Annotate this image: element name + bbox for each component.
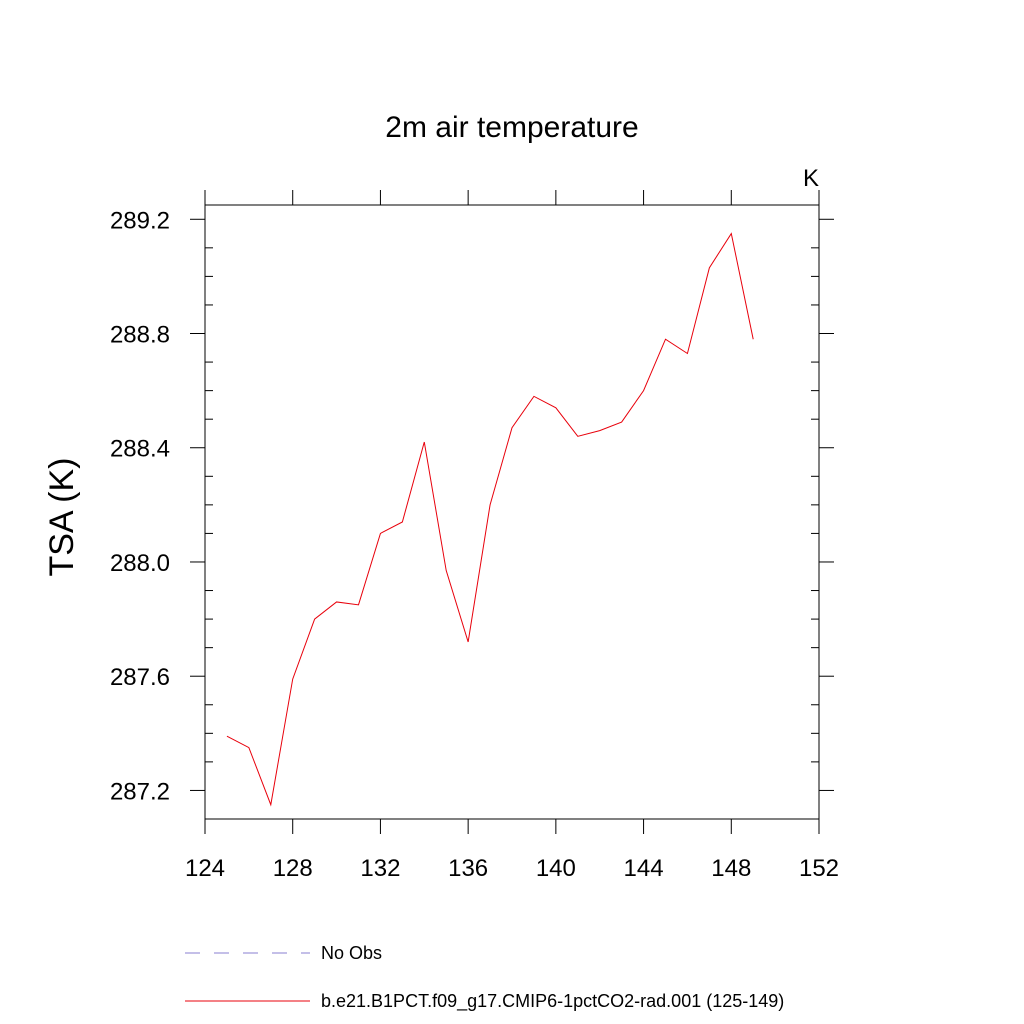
x-tick-label: 144 [624,855,664,882]
legend: No Obs b.e21.B1PCT.f09_g17.CMIP6-1pctCO2… [185,943,784,1012]
x-tick-label: 140 [536,855,576,882]
minor-ticks [205,247,819,820]
y-axis: 287.2 287.6 288.0 288.4 288.8 289.2 [110,207,834,805]
y-tick-label: 289.2 [110,207,170,234]
x-tick-label: 132 [360,855,400,882]
chart-title: 2m air temperature [385,111,638,144]
x-axis: 124 128 132 136 140 144 148 152 [185,190,839,882]
y-tick-label: 288.4 [110,436,170,463]
y-tick-label: 288.0 [110,550,170,577]
legend-label-model: b.e21.B1PCT.f09_g17.CMIP6-1pctCO2-rad.00… [321,991,784,1012]
y-tick-label: 287.6 [110,664,170,691]
x-tick-label: 148 [711,855,751,882]
y-axis-label: TSA (K) [43,457,81,576]
units-label: K [803,165,819,192]
series-layer [226,232,754,807]
y-tick-label: 288.8 [110,322,170,349]
legend-label-no-obs: No Obs [321,943,382,963]
y-tick-label: 287.2 [110,778,170,805]
x-tick-label: 152 [799,855,839,882]
plot-frame [204,204,820,820]
x-tick-label: 124 [185,855,225,882]
series-line-0 [226,232,754,807]
x-tick-label: 136 [448,855,488,882]
x-tick-label: 128 [273,855,313,882]
